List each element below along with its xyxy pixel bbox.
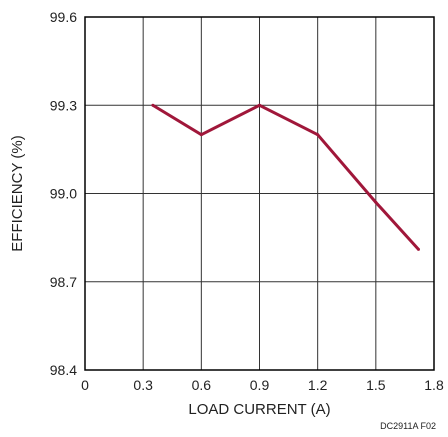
data-point [374,200,378,204]
data-point [199,133,203,137]
y-tick-label: 99.0 [50,186,77,202]
y-tick-label: 98.7 [50,274,77,290]
x-tick-label: 1.2 [308,377,328,393]
plot-frame [84,16,435,371]
y-tick-label: 99.6 [50,9,77,25]
x-tick-label: 1.5 [366,377,386,393]
efficiency-series-line [152,103,420,251]
y-axis-label: EFFICIENCY (%) [9,135,26,251]
y-tick-label: 99.3 [50,97,77,113]
data-point [151,103,155,107]
x-tick-label: 0.3 [133,377,153,393]
x-tick-label: 0 [81,377,89,393]
data-point [258,103,261,107]
series-layer [151,103,420,251]
y-tick-label: 98.4 [50,362,77,378]
x-tick-label: 0.6 [192,377,212,393]
grid [84,16,435,371]
x-tick-label: 1.8 [424,377,444,393]
figure-id: DC2911A F02 [380,421,436,431]
x-tick-label: 0.9 [250,377,270,393]
data-point [316,133,320,137]
x-tick-labels: 0 0.3 0.6 0.9 1.2 1.5 1.8 [81,377,444,393]
x-axis-label: LOAD CURRENT (A) [188,401,330,418]
y-tick-labels: 98.4 98.7 99.0 99.3 99.6 [50,9,77,378]
data-point [416,247,420,251]
